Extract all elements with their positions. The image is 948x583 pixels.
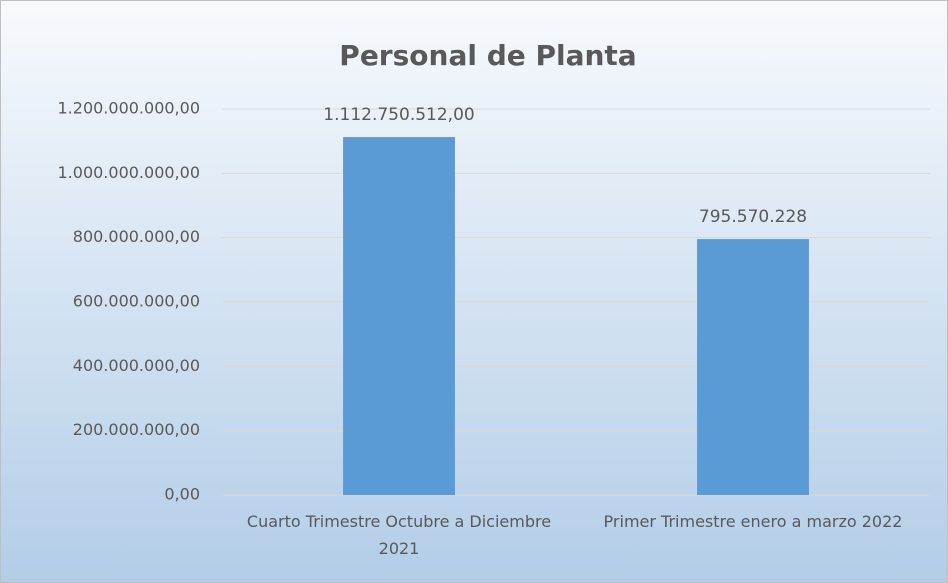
data-label: 795.570.228 bbox=[699, 207, 807, 227]
y-tick-label: 0,00 bbox=[164, 485, 200, 504]
y-tick-label: 800.000.000,00 bbox=[73, 227, 200, 246]
y-tick-label: 600.000.000,00 bbox=[73, 292, 200, 311]
bar bbox=[697, 239, 809, 495]
x-tick-label: Cuarto Trimestre Octubre a Diciembre 202… bbox=[246, 512, 562, 558]
x-tick-label: Primer Trimestre enero a marzo 2022 bbox=[603, 512, 903, 531]
chart-title: Personal de Planta bbox=[339, 39, 636, 72]
y-tick-label: 200.000.000,00 bbox=[73, 420, 200, 439]
bar bbox=[343, 137, 455, 495]
data-label: 1.112.750.512,00 bbox=[323, 105, 474, 125]
y-tick-label: 1.200.000.000,00 bbox=[58, 99, 201, 118]
y-tick-label: 400.000.000,00 bbox=[73, 356, 200, 375]
y-tick-label: 1.000.000.000,00 bbox=[58, 163, 201, 182]
